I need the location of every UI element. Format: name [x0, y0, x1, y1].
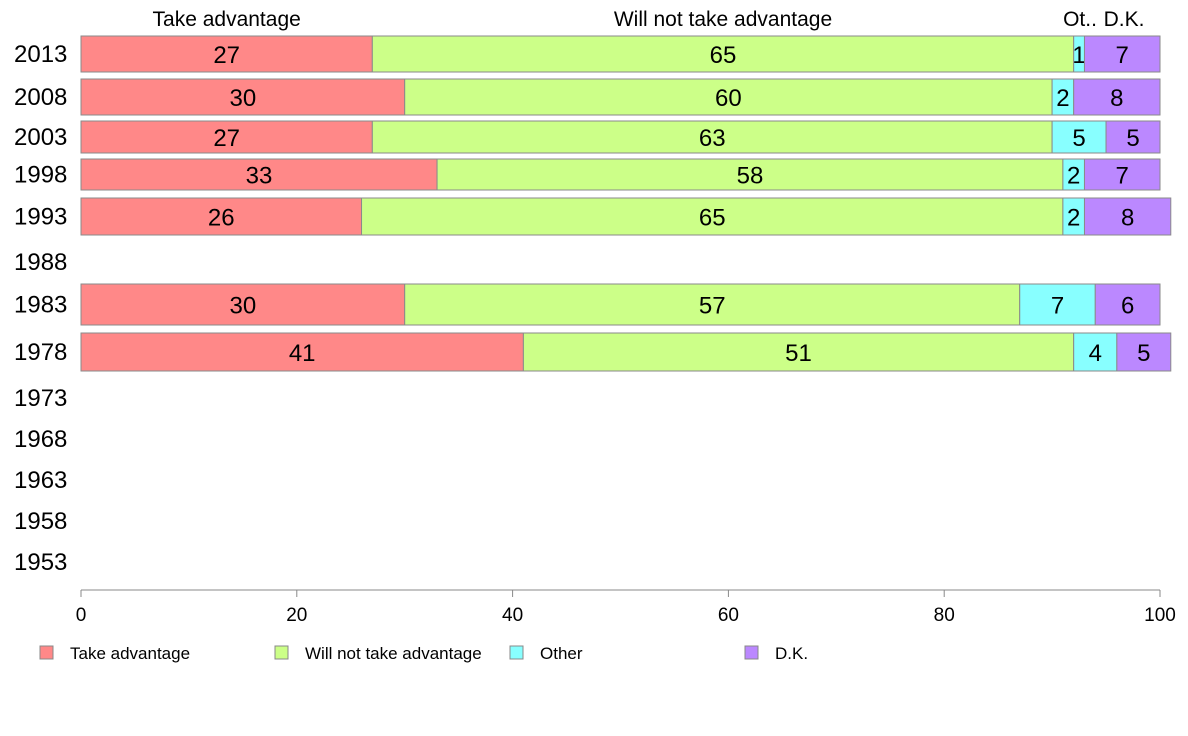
bar-1978-series-1: [522, 332, 1075, 372]
x-tick-label: 100: [1144, 605, 1176, 626]
bar-value-label: 7: [1051, 293, 1064, 320]
bar-value-label: 63: [699, 125, 726, 152]
legend-label: Will not take advantage: [305, 644, 482, 663]
bar-1978-series-0: [80, 332, 524, 372]
x-tick-label: 40: [502, 605, 523, 626]
bar-1983-series-2: [1019, 283, 1096, 326]
column-header: Ot..: [1063, 8, 1097, 31]
bar-value-label: 58: [737, 163, 764, 190]
bar-value-label: 27: [213, 125, 240, 152]
bar-value-label: 60: [715, 85, 742, 112]
year-label-1998: 1998: [14, 162, 67, 189]
bar-2003-series-2: [1051, 120, 1107, 154]
year-label-2013: 2013: [14, 41, 67, 68]
bar-2003-series-0: [80, 120, 373, 154]
bar-value-label: 5: [1072, 125, 1085, 152]
bar-value-label: 5: [1137, 340, 1150, 367]
bar-1978-series-3: [1116, 332, 1172, 372]
legend-swatch: [744, 645, 759, 660]
x-tick-label: 20: [286, 605, 307, 626]
bar-value-label: 51: [785, 340, 812, 367]
legend-label: Other: [540, 644, 583, 663]
bar-value-label: 5: [1126, 125, 1139, 152]
bar-value-label: 7: [1116, 163, 1129, 190]
year-label-1993: 1993: [14, 204, 67, 231]
bar-2003-series-3: [1105, 120, 1161, 154]
legend-swatch: [39, 645, 54, 660]
bar-value-label: 6: [1121, 293, 1134, 320]
bar-value-label: 1: [1072, 42, 1085, 69]
year-label-1988: 1988: [14, 249, 67, 276]
legend-swatch: [509, 645, 524, 660]
bar-value-label: 26: [208, 205, 235, 232]
bar-2013-series-0: [80, 35, 373, 73]
year-label-1973: 1973: [14, 385, 67, 412]
bar-1993-series-3: [1083, 197, 1172, 236]
year-label-2008: 2008: [14, 84, 67, 111]
x-tick-label: 80: [934, 605, 955, 626]
bar-1983-series-1: [404, 283, 1021, 326]
bar-2008-series-3: [1073, 78, 1161, 116]
bar-value-label: 57: [699, 293, 726, 320]
bar-2013-series-1: [371, 35, 1075, 73]
legend: Take advantage Will not take advantage Oth…: [39, 644, 808, 663]
bar-value-label: 41: [289, 340, 316, 367]
bar-1998-series-3: [1083, 158, 1161, 191]
bar-1998-series-1: [436, 158, 1064, 191]
bar-value-label: 33: [246, 163, 273, 190]
x-axis: 0 20 40 60 80 100: [76, 589, 1176, 626]
year-labels: 2013 2008 2003 1998 1993 1988 1983 1978 1973 1968…: [14, 41, 67, 576]
bar-2008-series-1: [404, 78, 1053, 116]
year-label-1983: 1983: [14, 292, 67, 319]
year-label-1953: 1953: [14, 549, 67, 576]
bar-value-label: 2: [1056, 85, 1069, 112]
bar-value-label: 7: [1116, 42, 1129, 69]
year-label-1978: 1978: [14, 339, 67, 366]
year-label-1963: 1963: [14, 467, 67, 494]
bar-1983-series-3: [1094, 283, 1161, 326]
column-header: Take advantage: [153, 8, 301, 31]
bar-value-label: 8: [1110, 85, 1123, 112]
bar-value-label: 65: [699, 205, 726, 232]
bar-value-label: 30: [229, 85, 256, 112]
bar-value-label: 30: [229, 293, 256, 320]
bar-value-label: 2: [1067, 205, 1080, 232]
bar-value-label: 65: [710, 42, 737, 69]
bar-1993-series-0: [80, 197, 363, 236]
x-tick-label: 0: [76, 605, 87, 626]
bar-1998-series-0: [80, 158, 438, 191]
legend-label: Take advantage: [70, 644, 190, 663]
bar-value-label: 8: [1121, 205, 1134, 232]
column-headers: Take advantage Will not take advantage Ot.…: [153, 8, 1145, 31]
x-tick-label: 60: [718, 605, 739, 626]
year-label-1958: 1958: [14, 508, 67, 535]
year-label-1968: 1968: [14, 426, 67, 453]
bar-2013-series-3: [1083, 35, 1161, 73]
year-label-2003: 2003: [14, 124, 67, 151]
bars: 27 65 1 730 60 2 827 63 5 533 58 2 726 65 2 830 57 7 641 51…: [80, 35, 1172, 372]
legend-label: D.K.: [775, 644, 808, 663]
column-header: D.K.: [1104, 8, 1145, 31]
bar-2003-series-1: [371, 120, 1053, 154]
legend-swatch: [274, 645, 289, 660]
bar-1993-series-1: [361, 197, 1064, 236]
bar-value-label: 4: [1089, 340, 1102, 367]
bar-value-label: 2: [1067, 163, 1080, 190]
bar-value-label: 27: [213, 42, 240, 69]
column-header: Will not take advantage: [614, 8, 832, 31]
